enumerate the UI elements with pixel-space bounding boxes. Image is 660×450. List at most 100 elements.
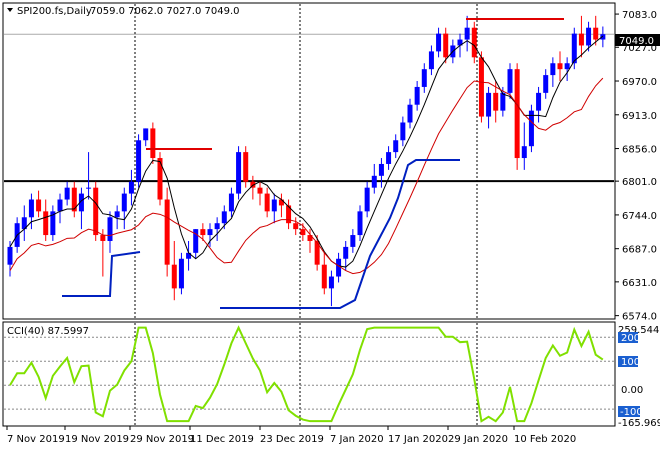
candle-body — [564, 63, 570, 70]
candle-body — [464, 27, 470, 40]
cci-series — [4, 325, 614, 423]
candle-body — [521, 146, 527, 159]
candle-body — [300, 229, 306, 236]
candle-body — [314, 240, 320, 265]
candle-body — [436, 33, 442, 52]
time-tick-label: 11 Dec 2019 — [190, 434, 254, 445]
time-tick-label: 7 Nov 2019 — [7, 434, 65, 445]
header: SPI200.fs,Daily 7059.0 7062.0 7027.0 704… — [7, 6, 240, 17]
candle-body — [128, 181, 134, 194]
candle-body — [414, 86, 420, 105]
candle-body — [150, 128, 156, 159]
candle-body — [478, 57, 484, 117]
slow-ma-line — [9, 77, 604, 275]
candle-body — [364, 187, 370, 212]
candle-body — [278, 199, 284, 206]
price-tick-label: 7027.0 — [622, 43, 657, 54]
price-tick-label: 6631.0 — [622, 278, 657, 289]
candle-body — [593, 27, 599, 40]
candle-body — [21, 217, 27, 230]
candle-body — [86, 187, 92, 189]
candle-body — [507, 69, 513, 93]
time-tick-label: 29 Jan 2020 — [448, 434, 508, 445]
candle-body — [471, 27, 477, 58]
price-tick-label: 6744.0 — [622, 211, 657, 222]
candle-body — [186, 252, 192, 259]
candle-body — [114, 211, 120, 218]
cci-min-label: -165.969 — [618, 418, 660, 429]
candle-body — [178, 258, 184, 289]
symbol-label: SPI200.fs,Daily — [17, 6, 92, 17]
candle-body — [164, 199, 170, 265]
candle-body — [457, 39, 463, 46]
time-tick-label: 19 Nov 2019 — [65, 434, 129, 445]
cci-label: CCI(40) 87.5997 — [7, 326, 89, 337]
candle-body — [378, 163, 384, 176]
candle-body — [493, 92, 499, 111]
candle-body — [328, 276, 334, 289]
candle-body — [157, 158, 163, 200]
cci-level-minus100: -100 — [620, 407, 643, 418]
candle-body — [121, 193, 127, 212]
candle-body — [543, 75, 549, 93]
candle-body — [336, 258, 342, 277]
candle-body — [286, 205, 292, 224]
trailing-stop-line — [62, 251, 141, 297]
candle-body — [200, 229, 206, 236]
candle-body — [421, 69, 427, 87]
candle-body — [93, 187, 99, 236]
price-tick-label: 6913.0 — [622, 111, 657, 122]
candle-body — [350, 235, 356, 247]
cci-level-200: 200 — [621, 333, 640, 344]
candle-body — [214, 223, 220, 230]
candle-body — [371, 175, 377, 188]
candle-body — [393, 140, 399, 153]
candle-body — [271, 199, 277, 212]
price-tick-label: 6970.0 — [622, 77, 657, 88]
candle-body — [64, 187, 70, 200]
candle-body — [343, 246, 349, 259]
trailing-stop-line — [220, 159, 460, 309]
candle-body — [293, 223, 299, 230]
price-tick-label: 6856.0 — [622, 145, 657, 156]
ohlc-label: 7059.0 7062.0 7027.0 7049.0 — [90, 6, 240, 17]
candle-body — [143, 128, 149, 141]
candle-body — [528, 110, 534, 147]
candle-body — [571, 33, 577, 64]
cci-level-0: 0.00 — [621, 385, 643, 396]
collapse-triangle-icon — [7, 8, 13, 12]
price-tick-label: 6687.0 — [622, 245, 657, 256]
candle-body — [536, 92, 542, 111]
fast-ma-line — [9, 35, 604, 268]
price-panel[interactable] — [2, 2, 616, 320]
candle-body — [578, 33, 584, 46]
candle-body — [243, 152, 249, 182]
candle-body — [500, 92, 506, 111]
candle-body — [43, 211, 49, 236]
candle-body — [514, 69, 520, 159]
candle-body — [486, 92, 492, 117]
time-tick-label: 7 Jan 2020 — [330, 434, 384, 445]
cci-level-100: 100 — [621, 357, 640, 368]
candle-body — [550, 63, 556, 76]
candle-body — [57, 199, 63, 212]
candle-body — [7, 246, 13, 265]
current-price-label: 7049.0 — [619, 36, 654, 47]
cci-line — [9, 325, 604, 423]
time-tick-label: 23 Dec 2019 — [260, 434, 324, 445]
candle-body — [443, 33, 449, 58]
candle-body — [586, 27, 592, 46]
grid-lines — [4, 4, 614, 425]
candle-body — [228, 193, 234, 212]
overlay-lines — [9, 18, 604, 309]
price-axis[interactable]: 7083.0 7027.0 6970.0 6913.0 6856.0 6801.0 6744… — [615, 10, 657, 323]
current-price-tag: 7049.0 — [615, 34, 660, 47]
price-tick-label: 6574.0 — [622, 312, 657, 323]
candle-body — [250, 181, 256, 188]
candle-body — [386, 152, 392, 164]
candle-body — [257, 187, 263, 194]
